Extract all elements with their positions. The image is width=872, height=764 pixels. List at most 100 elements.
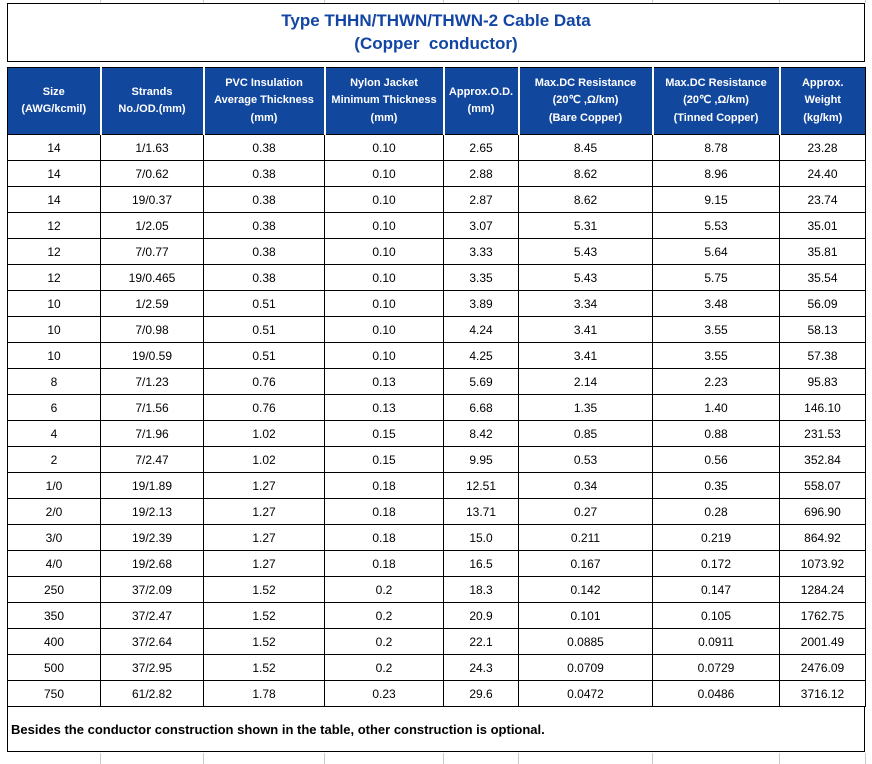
cell: 1.52	[203, 628, 325, 655]
cell: 8.45	[518, 134, 653, 161]
cell: 58.13	[779, 316, 866, 343]
table-row: 6 7/1.56 0.76 0.13 6.68 1.35 1.40 146.10	[7, 394, 866, 421]
cell: 1.52	[203, 602, 325, 629]
cell: 0.10	[324, 186, 444, 213]
gridline-tick	[652, 753, 653, 764]
table-row: 1/0 19/1.89 1.27 0.18 12.51 0.34 0.35 558.07	[7, 472, 866, 499]
gridline-tick	[865, 0, 866, 3]
cell: 5.75	[652, 264, 780, 291]
cell: 19/2.39	[100, 524, 204, 551]
cell: 0.18	[324, 524, 444, 551]
column-header: Max.DC Resistance (20℃ ,Ω/km) (Bare Copp…	[517, 67, 653, 135]
cell: 3.55	[652, 316, 780, 343]
cell: 2	[7, 446, 101, 473]
cell: 10	[7, 290, 101, 317]
cell: 8.78	[652, 134, 780, 161]
cell: 1.78	[203, 680, 325, 707]
cell: 0.10	[324, 264, 444, 291]
cell: 0.10	[324, 316, 444, 343]
cell: 2001.49	[779, 628, 866, 655]
column-header: Nylon Jacket Minimum Thickness (mm)	[323, 67, 444, 135]
cell: 3.33	[443, 238, 519, 265]
cell: 0.10	[324, 212, 444, 239]
cell: 12	[7, 264, 101, 291]
cell: 9.15	[652, 186, 780, 213]
cell: 400	[7, 628, 101, 655]
cell: 1.02	[203, 446, 325, 473]
cell: 19/0.37	[100, 186, 204, 213]
cell: 0.27	[518, 498, 653, 525]
cell: 558.07	[779, 472, 866, 499]
cell: 0.38	[203, 238, 325, 265]
cell: 0.88	[652, 420, 780, 447]
column-header: PVC Insulation Average Thickness (mm)	[202, 67, 325, 135]
cell: 0.219	[652, 524, 780, 551]
cell: 0.0729	[652, 654, 780, 681]
footer-note-box: Besides the conductor construction shown…	[7, 707, 865, 752]
cell: 37/2.64	[100, 628, 204, 655]
table-row: 250 37/2.09 1.52 0.2 18.3 0.142 0.147 1284.24	[7, 576, 866, 603]
cell: 35.54	[779, 264, 866, 291]
cell: 19/0.465	[100, 264, 204, 291]
cell: 6	[7, 394, 101, 421]
cell: 0.0885	[518, 628, 653, 655]
cell: 0.34	[518, 472, 653, 499]
cell: 3.35	[443, 264, 519, 291]
cell: 7/1.96	[100, 420, 204, 447]
cell: 0.0472	[518, 680, 653, 707]
cell: 864.92	[779, 524, 866, 551]
cell: 0.35	[652, 472, 780, 499]
cell: 7/2.47	[100, 446, 204, 473]
cell: 0.51	[203, 342, 325, 369]
table-row: 12 19/0.465 0.38 0.10 3.35 5.43 5.75 35.54	[7, 264, 866, 291]
cell: 0.2	[324, 576, 444, 603]
table-row: 14 1/1.63 0.38 0.10 2.65 8.45 8.78 23.28	[7, 134, 866, 161]
cell: 1762.75	[779, 602, 866, 629]
cell: 3.89	[443, 290, 519, 317]
cell: 2.88	[443, 160, 519, 187]
cell: 0.10	[324, 134, 444, 161]
cell: 250	[7, 576, 101, 603]
cell: 0.38	[203, 212, 325, 239]
cell: 19/2.13	[100, 498, 204, 525]
cell: 0.76	[203, 394, 325, 421]
cell: 56.09	[779, 290, 866, 317]
cell: 3.41	[518, 342, 653, 369]
cell: 22.1	[443, 628, 519, 655]
cell: 7/0.77	[100, 238, 204, 265]
cell: 0.15	[324, 420, 444, 447]
cell: 0.51	[203, 316, 325, 343]
cell: 19/2.68	[100, 550, 204, 577]
cell: 1.52	[203, 654, 325, 681]
cell: 1.27	[203, 498, 325, 525]
gridline-tick	[443, 753, 444, 764]
gridline-tick	[203, 0, 204, 3]
table-row: 3/0 19/2.39 1.27 0.18 15.0 0.211 0.219 864.92	[7, 524, 866, 551]
cell: 5.43	[518, 238, 653, 265]
cell: 24.40	[779, 160, 866, 187]
cell: 12.51	[443, 472, 519, 499]
gridline-tick	[518, 0, 519, 3]
cell: 1073.92	[779, 550, 866, 577]
cell: 1/1.63	[100, 134, 204, 161]
table-title-box: Type THHN/THWN/THWN-2 Cable Data (Copper…	[7, 3, 865, 62]
gridline-tick	[324, 753, 325, 764]
cell: 0.0911	[652, 628, 780, 655]
footer-note: Besides the conductor construction shown…	[11, 721, 545, 737]
table-body: 14 1/1.63 0.38 0.10 2.65 8.45 8.78 23.28 14 7/0.6…	[7, 134, 866, 707]
cell: 1.40	[652, 394, 780, 421]
cell: 61/2.82	[100, 680, 204, 707]
cell: 0.13	[324, 368, 444, 395]
cell: 37/2.09	[100, 576, 204, 603]
cell: 4/0	[7, 550, 101, 577]
cell: 4.24	[443, 316, 519, 343]
gridline-tick	[518, 753, 519, 764]
cell: 0.172	[652, 550, 780, 577]
table-row: 500 37/2.95 1.52 0.2 24.3 0.0709 0.0729 2476.09	[7, 654, 866, 681]
cell: 14	[7, 134, 101, 161]
cable-data-table-wrap: Size (AWG/kcmil) Strands No./OD.(mm) PVC I…	[7, 67, 866, 707]
cell: 7/0.98	[100, 316, 204, 343]
table-row: 10 19/0.59 0.51 0.10 4.25 3.41 3.55 57.38	[7, 342, 866, 369]
cell: 0.38	[203, 134, 325, 161]
cell: 1.27	[203, 550, 325, 577]
